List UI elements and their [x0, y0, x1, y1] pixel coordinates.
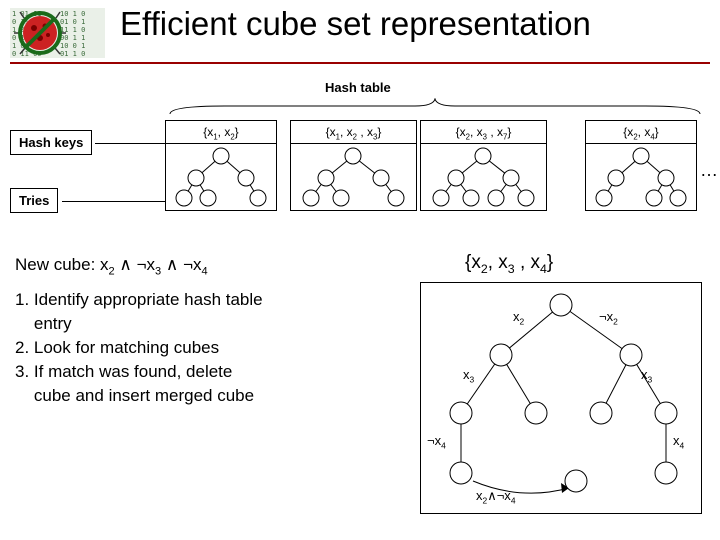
big-set-label: {x2, x3 , x4} — [465, 252, 553, 276]
step-1b: entry — [15, 314, 72, 334]
bucket-2: {x2, x3 , x7} — [420, 120, 547, 211]
slide-title: Efficient cube set representation — [120, 5, 591, 43]
detail-trie-svg — [421, 283, 701, 513]
edge-label-notx2: ¬x2 — [599, 309, 618, 327]
hash-keys-box: Hash keys — [10, 130, 92, 155]
connector-line — [62, 201, 165, 202]
bucket-set-1: {x1, x2 , x3} — [291, 121, 416, 144]
tries-label: Tries — [19, 193, 49, 208]
bucket-3: {x2, x4} — [585, 120, 697, 211]
step-3a: 3. If match was found, delete — [15, 362, 232, 382]
svg-text:10 1 0: 10 1 0 — [60, 10, 85, 18]
merged-label: x2∧¬x4 — [476, 488, 516, 506]
trie-icon — [586, 144, 696, 210]
edge-label-notx4: ¬x4 — [427, 433, 446, 451]
bucket-set-2: {x2, x3 , x7} — [421, 121, 546, 144]
bucket-set-0: {x1, x2} — [166, 121, 276, 144]
detail-trie-box: x2 ¬x2 x3 x3 ¬x4 x4 x2∧¬x4 — [420, 282, 702, 514]
trie-icon — [291, 144, 416, 210]
edge-label-x2: x2 — [513, 309, 524, 327]
bucket-1: {x1, x2 , x3} — [290, 120, 417, 211]
bucket-0: {x1, x2} — [165, 120, 277, 211]
hash-keys-label: Hash keys — [19, 135, 83, 150]
step-2: 2. Look for matching cubes — [15, 338, 219, 358]
trie-icon — [166, 144, 276, 210]
step-1a: 1. Identify appropriate hash table — [15, 290, 263, 310]
svg-text:01 0 1: 01 0 1 — [60, 18, 85, 26]
svg-text:01 1 0: 01 1 0 — [60, 50, 85, 58]
title-underline — [10, 62, 710, 64]
tries-box: Tries — [10, 188, 58, 213]
bucket-set-3: {x2, x4} — [586, 121, 696, 144]
connector-line — [95, 143, 165, 144]
hash-table-label: Hash table — [325, 80, 391, 95]
edge-label-x4: x4 — [673, 433, 684, 451]
svg-text:00 1 1: 00 1 1 — [60, 34, 85, 42]
trie-icon — [421, 144, 546, 210]
slide: 1 01 01 0 11 00 1 00 10 0 10 11 1 01 01 … — [0, 0, 720, 540]
ellipsis: … — [700, 160, 718, 181]
logo: 1 01 01 0 11 00 1 00 10 0 10 11 1 01 01 … — [10, 8, 105, 58]
brace-icon — [165, 98, 705, 116]
step-3b: cube and insert merged cube — [15, 386, 254, 406]
edge-label-x3b: x3 — [641, 367, 652, 385]
new-cube-label: New cube: x2 ∧ ¬x3 ∧ ¬x4 — [15, 255, 208, 277]
edge-label-x3: x3 — [463, 367, 474, 385]
svg-text:10 0 1: 10 0 1 — [60, 42, 85, 50]
